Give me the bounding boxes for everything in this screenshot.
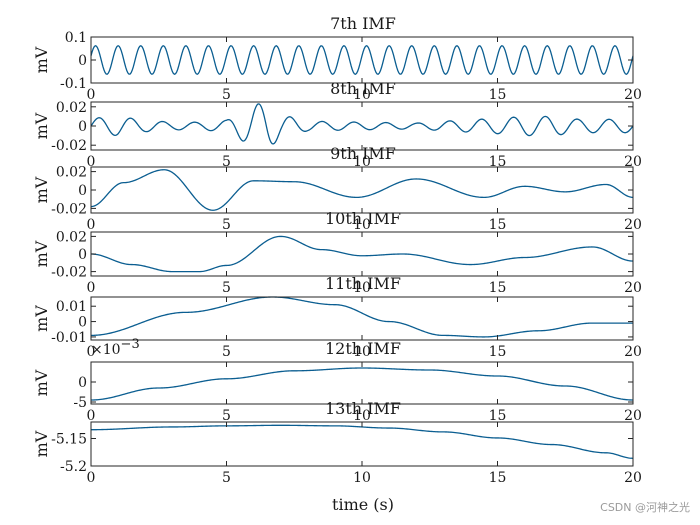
y-axis-label: mV (32, 112, 51, 139)
panel-title: 9th IMF (330, 144, 396, 163)
y-tick-label: 0.02 (56, 165, 87, 181)
panel-title: 13th IMF (325, 399, 401, 418)
x-tick-label: 20 (624, 344, 642, 360)
y-axis-label: mV (32, 176, 51, 203)
y-axis-label: mV (32, 430, 51, 457)
x-tick-label: 10 (353, 154, 371, 170)
imf-series-line (90, 103, 634, 145)
y-axis-label: mV (32, 369, 51, 396)
x-tick-label: 0 (87, 87, 96, 103)
y-tick-label: 0.02 (56, 229, 87, 245)
x-tick-label: 10 (353, 87, 371, 103)
x-axis-label: time (s) (332, 495, 394, 514)
x-tick-label: 20 (624, 87, 642, 103)
imf-series-line (90, 169, 634, 211)
x-tick-label: 15 (489, 344, 507, 360)
x-tick-label: 15 (489, 87, 507, 103)
y-tick-label: -0.02 (51, 201, 87, 217)
x-tick-label: 10 (353, 470, 371, 486)
x-tick-label: 20 (624, 217, 642, 233)
imf-series-line (91, 296, 633, 338)
watermark: CSDN @河神之光 (600, 501, 690, 514)
x-tick-label: 0 (87, 344, 96, 360)
y-tick-label: 0 (78, 53, 87, 69)
y-tick-label: -5 (73, 395, 87, 411)
x-tick-label: 5 (222, 344, 231, 360)
y-tick-label: 0 (78, 247, 87, 263)
x-tick-label: 20 (624, 408, 642, 424)
x-tick-label: 10 (353, 408, 371, 424)
y-axis-label: mV (32, 305, 51, 332)
x-tick-label: 5 (222, 87, 231, 103)
y-tick-label: -0.02 (51, 138, 87, 154)
panel-title: 11th IMF (325, 274, 401, 293)
axes-box (90, 36, 634, 84)
x-tick-label: 10 (353, 217, 371, 233)
x-tick-label: 20 (624, 154, 642, 170)
panel-title: 10th IMF (325, 209, 401, 228)
panel-title: 12th IMF (325, 339, 401, 358)
x-tick-label: 15 (489, 470, 507, 486)
y-tick-label: 0.1 (65, 30, 87, 46)
x-tick-label: 5 (222, 408, 231, 424)
y-tick-label: 0 (78, 375, 87, 391)
x-tick-label: 0 (87, 280, 96, 296)
axes-box (90, 296, 634, 341)
x-tick-label: 10 (353, 280, 371, 296)
x-tick-label: 5 (222, 280, 231, 296)
x-tick-label: 5 (222, 154, 231, 170)
x-tick-label: 15 (489, 280, 507, 296)
y-tick-label: -0.01 (51, 330, 87, 346)
y-tick-label: -5.15 (51, 432, 87, 448)
imf-series-line (90, 44, 634, 76)
y-tick-label: -0.1 (60, 76, 87, 92)
y-axis-label: mV (32, 240, 51, 267)
x-tick-label: 20 (624, 470, 642, 486)
imf-panel: 0 5 10 15 20 -5.15 -5.2 mV 13th IMF (32, 399, 642, 486)
panel-title: 8th IMF (330, 79, 396, 98)
y-scale-exponent-power: −3 (121, 337, 140, 352)
x-tick-label: 20 (624, 280, 642, 296)
y-tick-label: 0 (78, 119, 87, 135)
y-tick-label: 0.02 (56, 100, 87, 116)
x-tick-label: 5 (222, 217, 231, 233)
x-tick-label: 0 (87, 408, 96, 424)
x-tick-label: 0 (87, 217, 96, 233)
y-tick-label: -0.02 (51, 265, 87, 281)
x-tick-label: 10 (353, 344, 371, 360)
y-tick-label: 0.01 (56, 299, 87, 315)
x-tick-label: 0 (87, 470, 96, 486)
x-tick-label: 15 (489, 408, 507, 424)
x-tick-label: 5 (222, 470, 231, 486)
y-tick-label: 0 (78, 183, 87, 199)
x-tick-label: 15 (489, 217, 507, 233)
imf-series-line (91, 424, 634, 459)
panel-title: 7th IMF (330, 14, 396, 33)
y-tick-label: 0 (78, 315, 87, 331)
x-tick-label: 0 (87, 154, 96, 170)
imf-series-line (90, 367, 634, 401)
y-tick-label: -5.2 (60, 459, 87, 475)
y-axis-label: mV (32, 46, 51, 73)
x-tick-label: 15 (489, 154, 507, 170)
imf-series-line (90, 235, 634, 273)
